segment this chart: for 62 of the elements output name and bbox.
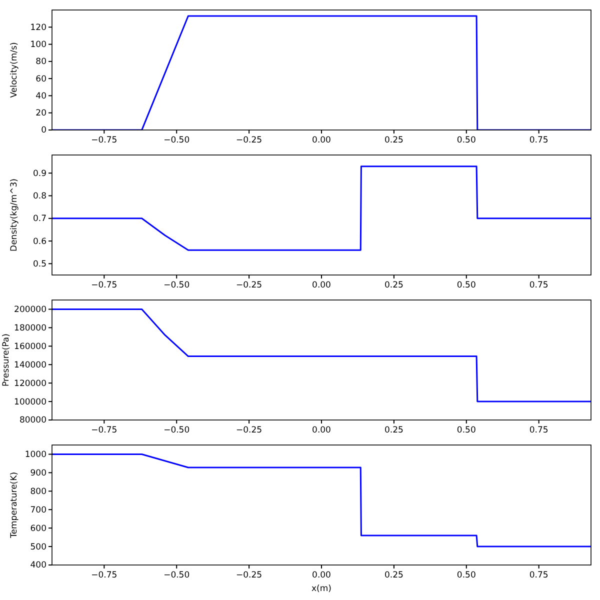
x-tick-label: 0.75 bbox=[529, 136, 548, 146]
x-tick-label: −0.25 bbox=[236, 136, 262, 146]
x-tick-label: 0.75 bbox=[529, 280, 548, 291]
line-series bbox=[52, 166, 591, 251]
x-tick-label: 0.25 bbox=[384, 426, 404, 436]
y-tick-label: 800 bbox=[30, 486, 46, 497]
y-tick-label: 0.7 bbox=[32, 214, 46, 224]
y-tick-label: 80000 bbox=[19, 416, 46, 426]
y-tick-label: 600 bbox=[30, 524, 46, 534]
y-tick-label: 100000 bbox=[14, 397, 46, 408]
x-tick-label: 0.50 bbox=[456, 570, 476, 581]
x-tick-label: 0.50 bbox=[456, 280, 476, 291]
y-tick-label: 20 bbox=[36, 108, 46, 119]
x-tick-label: −0.50 bbox=[164, 570, 190, 581]
x-tick-label: −0.75 bbox=[91, 426, 118, 436]
x-tick-label: −0.50 bbox=[164, 136, 190, 146]
y-tick-label: 40 bbox=[36, 91, 46, 102]
x-tick-label: −0.75 bbox=[91, 136, 118, 146]
x-tick-label: −0.50 bbox=[164, 426, 190, 436]
y-tick-label: 0 bbox=[41, 126, 46, 136]
y-tick-label: 120000 bbox=[14, 378, 46, 389]
y-tick-label: 900 bbox=[30, 468, 46, 478]
x-tick-label: −0.25 bbox=[236, 280, 262, 291]
x-tick-label: 0.75 bbox=[529, 570, 548, 581]
y-tick-label: 160000 bbox=[14, 342, 46, 352]
y-tick-label: 180000 bbox=[14, 323, 46, 334]
x-tick-label: −0.25 bbox=[236, 426, 262, 436]
x-tick-label: −0.50 bbox=[164, 280, 190, 291]
x-tick-label: 0.25 bbox=[384, 280, 404, 291]
y-tick-label: 60 bbox=[36, 74, 46, 84]
x-tick-label: 0.25 bbox=[384, 136, 404, 146]
x-tick-label: −0.75 bbox=[91, 280, 118, 291]
y-axis-title: Velocity(m/s) bbox=[9, 42, 20, 98]
x-tick-label: 0.00 bbox=[312, 426, 331, 436]
x-tick-label: 0.00 bbox=[312, 280, 331, 291]
y-tick-label: 0.9 bbox=[32, 168, 46, 179]
y-tick-label: 0.6 bbox=[32, 236, 46, 247]
x-tick-label: 0.75 bbox=[529, 426, 548, 436]
y-tick-label: 80 bbox=[36, 57, 46, 68]
x-tick-label: 0.50 bbox=[456, 426, 476, 436]
x-tick-label: −0.75 bbox=[91, 570, 118, 581]
line-series bbox=[52, 308, 591, 402]
y-tick-label: 120 bbox=[30, 22, 46, 33]
x-tick-label: 0.25 bbox=[384, 570, 404, 581]
y-tick-label: 400 bbox=[30, 560, 46, 571]
x-axis-title: x(m) bbox=[312, 584, 332, 594]
y-tick-label: 200000 bbox=[14, 304, 46, 315]
y-tick-label: 500 bbox=[30, 542, 46, 552]
x-tick-label: 0.00 bbox=[312, 570, 331, 581]
y-tick-label: 100 bbox=[30, 40, 46, 50]
line-series bbox=[52, 453, 591, 548]
y-tick-label: 0.8 bbox=[32, 191, 46, 202]
x-tick-label: 0.00 bbox=[312, 136, 331, 146]
y-tick-label: 0.5 bbox=[32, 259, 46, 270]
y-axis-title: Temperature(K) bbox=[9, 472, 20, 540]
y-tick-label: 140000 bbox=[14, 360, 46, 370]
y-axis-title: Density(kg/m^3) bbox=[9, 178, 20, 252]
y-tick-label: 700 bbox=[30, 505, 46, 516]
y-axis-title: Pressure(Pa) bbox=[1, 334, 12, 386]
y-tick-label: 1000 bbox=[24, 450, 46, 460]
x-tick-label: 0.50 bbox=[456, 136, 476, 146]
x-tick-label: −0.25 bbox=[236, 570, 262, 581]
